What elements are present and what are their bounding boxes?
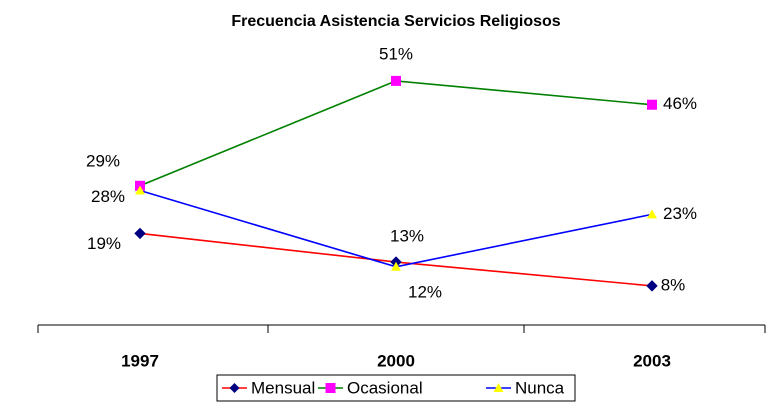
legend-box xyxy=(216,374,576,402)
legend-marker xyxy=(493,383,504,392)
data-label: 19% xyxy=(87,234,121,253)
point-marker xyxy=(134,227,146,240)
series-line xyxy=(139,80,653,187)
chart-title: Frecuencia Asistencia Servicios Religios… xyxy=(231,13,560,30)
x-tick-label: 1997 xyxy=(121,351,159,370)
x-tick-label: 2000 xyxy=(377,351,415,370)
point-marker xyxy=(135,185,145,195)
point-marker xyxy=(391,261,401,271)
data-label: 12% xyxy=(408,282,442,301)
data-label: 28% xyxy=(91,187,125,206)
data-label: 8% xyxy=(661,275,686,294)
legend-marker xyxy=(325,383,336,393)
data-label: 51% xyxy=(379,44,413,63)
point-marker xyxy=(647,99,657,110)
x-tick-label: 2003 xyxy=(633,351,671,370)
data-label: 23% xyxy=(663,204,697,223)
data-label: 46% xyxy=(663,94,697,113)
data-label: 13% xyxy=(390,227,424,246)
legend-label: Mensual xyxy=(251,378,315,397)
legend-label: Ocasional xyxy=(347,378,423,397)
data-label: 29% xyxy=(86,151,120,170)
legend-marker xyxy=(229,383,240,393)
point-marker xyxy=(646,280,658,292)
legend-label: Nunca xyxy=(515,378,565,397)
point-marker xyxy=(647,209,657,219)
point-marker xyxy=(391,75,401,86)
